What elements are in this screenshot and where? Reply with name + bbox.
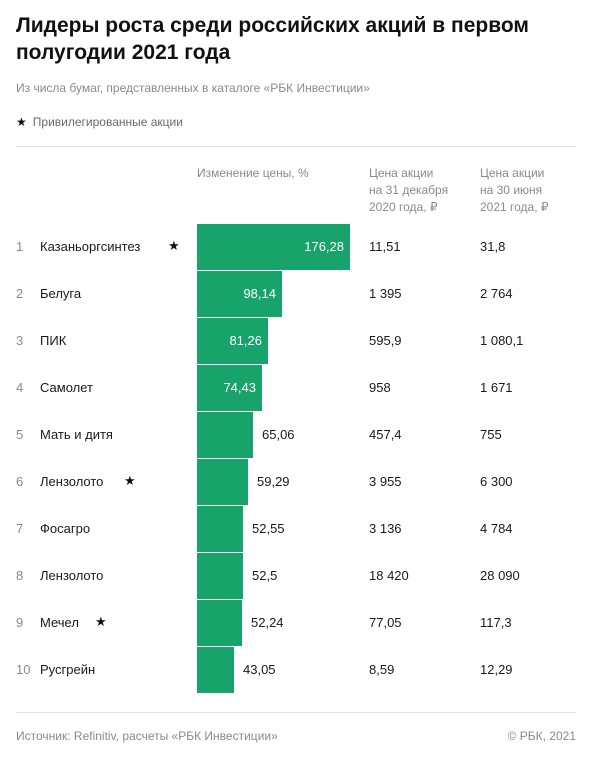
- bar: [197, 412, 253, 458]
- rank-label: 7: [16, 521, 24, 536]
- bar: [197, 506, 243, 552]
- bar: [197, 553, 243, 599]
- star-icon: ★: [16, 115, 27, 129]
- page-title: Лидеры роста среди российских акций в пе…: [16, 14, 529, 64]
- table-row: 7 Фосагро 52,55 3 136 4 784: [0, 506, 590, 553]
- rank-label: 9: [16, 615, 24, 630]
- price-2021: 117,3: [480, 615, 512, 630]
- price-2020: 595,9: [369, 333, 402, 348]
- price-2020: 8,59: [369, 662, 395, 677]
- company-name: Самолет: [40, 380, 93, 395]
- rank-label: 5: [16, 427, 24, 442]
- column-header-price-2020: Цена акции на 31 декабря 2020 года, ₽: [369, 166, 449, 214]
- bar: [197, 647, 234, 693]
- bottom-divider: [16, 712, 576, 713]
- table-row: 6 Лензолото ★ 59,29 3 955 6 300: [0, 459, 590, 506]
- table-row: 8 Лензолото 52,5 18 420 28 090: [0, 553, 590, 600]
- price-2020: 3 136: [369, 521, 402, 536]
- price-2020: 18 420: [369, 568, 409, 583]
- table-row: 2 Белуга 98,14 1 395 2 764: [0, 271, 590, 318]
- column-header-change: Изменение цены, %: [197, 166, 309, 180]
- price-2021: 755: [480, 427, 502, 442]
- price-2021: 28 090: [480, 568, 520, 583]
- company-name: Русгрейн: [40, 662, 96, 677]
- rank-label: 1: [16, 239, 24, 254]
- value-label: 52,55: [252, 521, 285, 536]
- bar: [197, 318, 268, 364]
- price-2020: 958: [369, 380, 391, 395]
- company-name: Мечел: [40, 615, 79, 630]
- value-label: 52,24: [251, 615, 284, 630]
- table-row: 9 Мечел ★ 52,24 77,05 117,3: [0, 600, 590, 647]
- rank-label: 3: [16, 333, 24, 348]
- price-2021: 4 784: [480, 521, 513, 536]
- table-row: 4 Самолет 74,43 958 1 671: [0, 365, 590, 412]
- company-name: ПИК: [40, 333, 67, 348]
- company-name: Лензолото: [40, 474, 104, 489]
- value-label: 65,06: [262, 427, 295, 442]
- rank-label: 4: [16, 380, 24, 395]
- price-2021: 1 080,1: [480, 333, 524, 348]
- value-label: 59,29: [257, 474, 290, 489]
- bar: [197, 365, 262, 411]
- company-name: Фосагро: [40, 521, 91, 536]
- bar: [197, 224, 350, 270]
- value-label: 43,05: [243, 662, 276, 677]
- bar: [197, 459, 248, 505]
- table-row: 3 ПИК 81,26 595,9 1 080,1: [0, 318, 590, 365]
- value-label: 176,28: [304, 239, 344, 254]
- rank-label: 8: [16, 568, 24, 583]
- company-name: Белуга: [40, 286, 82, 301]
- price-2020: 77,05: [369, 615, 402, 630]
- price-2020: 457,4: [369, 427, 402, 442]
- table-row: 1 Казаньоргсинтез ★ 176,28 11,51 31,8: [0, 224, 590, 271]
- legend: ★ Привилегированные акции: [16, 115, 183, 129]
- footer-source: Источник: Refinitiv, расчеты «РБК Инвест…: [16, 729, 278, 743]
- value-label: 98,14: [243, 286, 276, 301]
- price-2020: 3 955: [369, 474, 402, 489]
- rank-label: 6: [16, 474, 24, 489]
- subtitle: Из числа бумаг, представленных в каталог…: [16, 81, 370, 95]
- price-2021: 6 300: [480, 474, 513, 489]
- company-name: Мать и дитя: [40, 427, 113, 442]
- bar: [197, 600, 242, 646]
- price-2020: 11,51: [369, 239, 401, 254]
- price-2021: 1 671: [480, 380, 513, 395]
- footer-copyright: © РБК, 2021: [507, 729, 576, 743]
- bar: [197, 271, 282, 317]
- star-icon: ★: [124, 473, 136, 488]
- rank-label: 2: [16, 286, 24, 301]
- price-2021: 2 764: [480, 286, 513, 301]
- table-row: 10 Русгрейн 43,05 8,59 12,29: [0, 647, 590, 694]
- value-label: 81,26: [229, 333, 262, 348]
- table-row: 5 Мать и дитя 65,06 457,4 755: [0, 412, 590, 459]
- legend-label: Привилегированные акции: [32, 115, 183, 129]
- top-divider: [16, 146, 576, 147]
- price-2020: 1 395: [369, 286, 402, 301]
- company-name: Казаньоргсинтез: [40, 239, 141, 254]
- price-2021: 31,8: [480, 239, 506, 254]
- column-header-price-2021: Цена акции на 30 июня 2021 года, ₽: [480, 166, 549, 214]
- star-icon: ★: [95, 614, 107, 629]
- star-icon: ★: [168, 238, 180, 253]
- price-2021: 12,29: [480, 662, 513, 677]
- rank-label: 10: [16, 662, 31, 677]
- value-label: 74,43: [223, 380, 256, 395]
- value-label: 52,5: [252, 568, 278, 583]
- company-name: Лензолото: [40, 568, 104, 583]
